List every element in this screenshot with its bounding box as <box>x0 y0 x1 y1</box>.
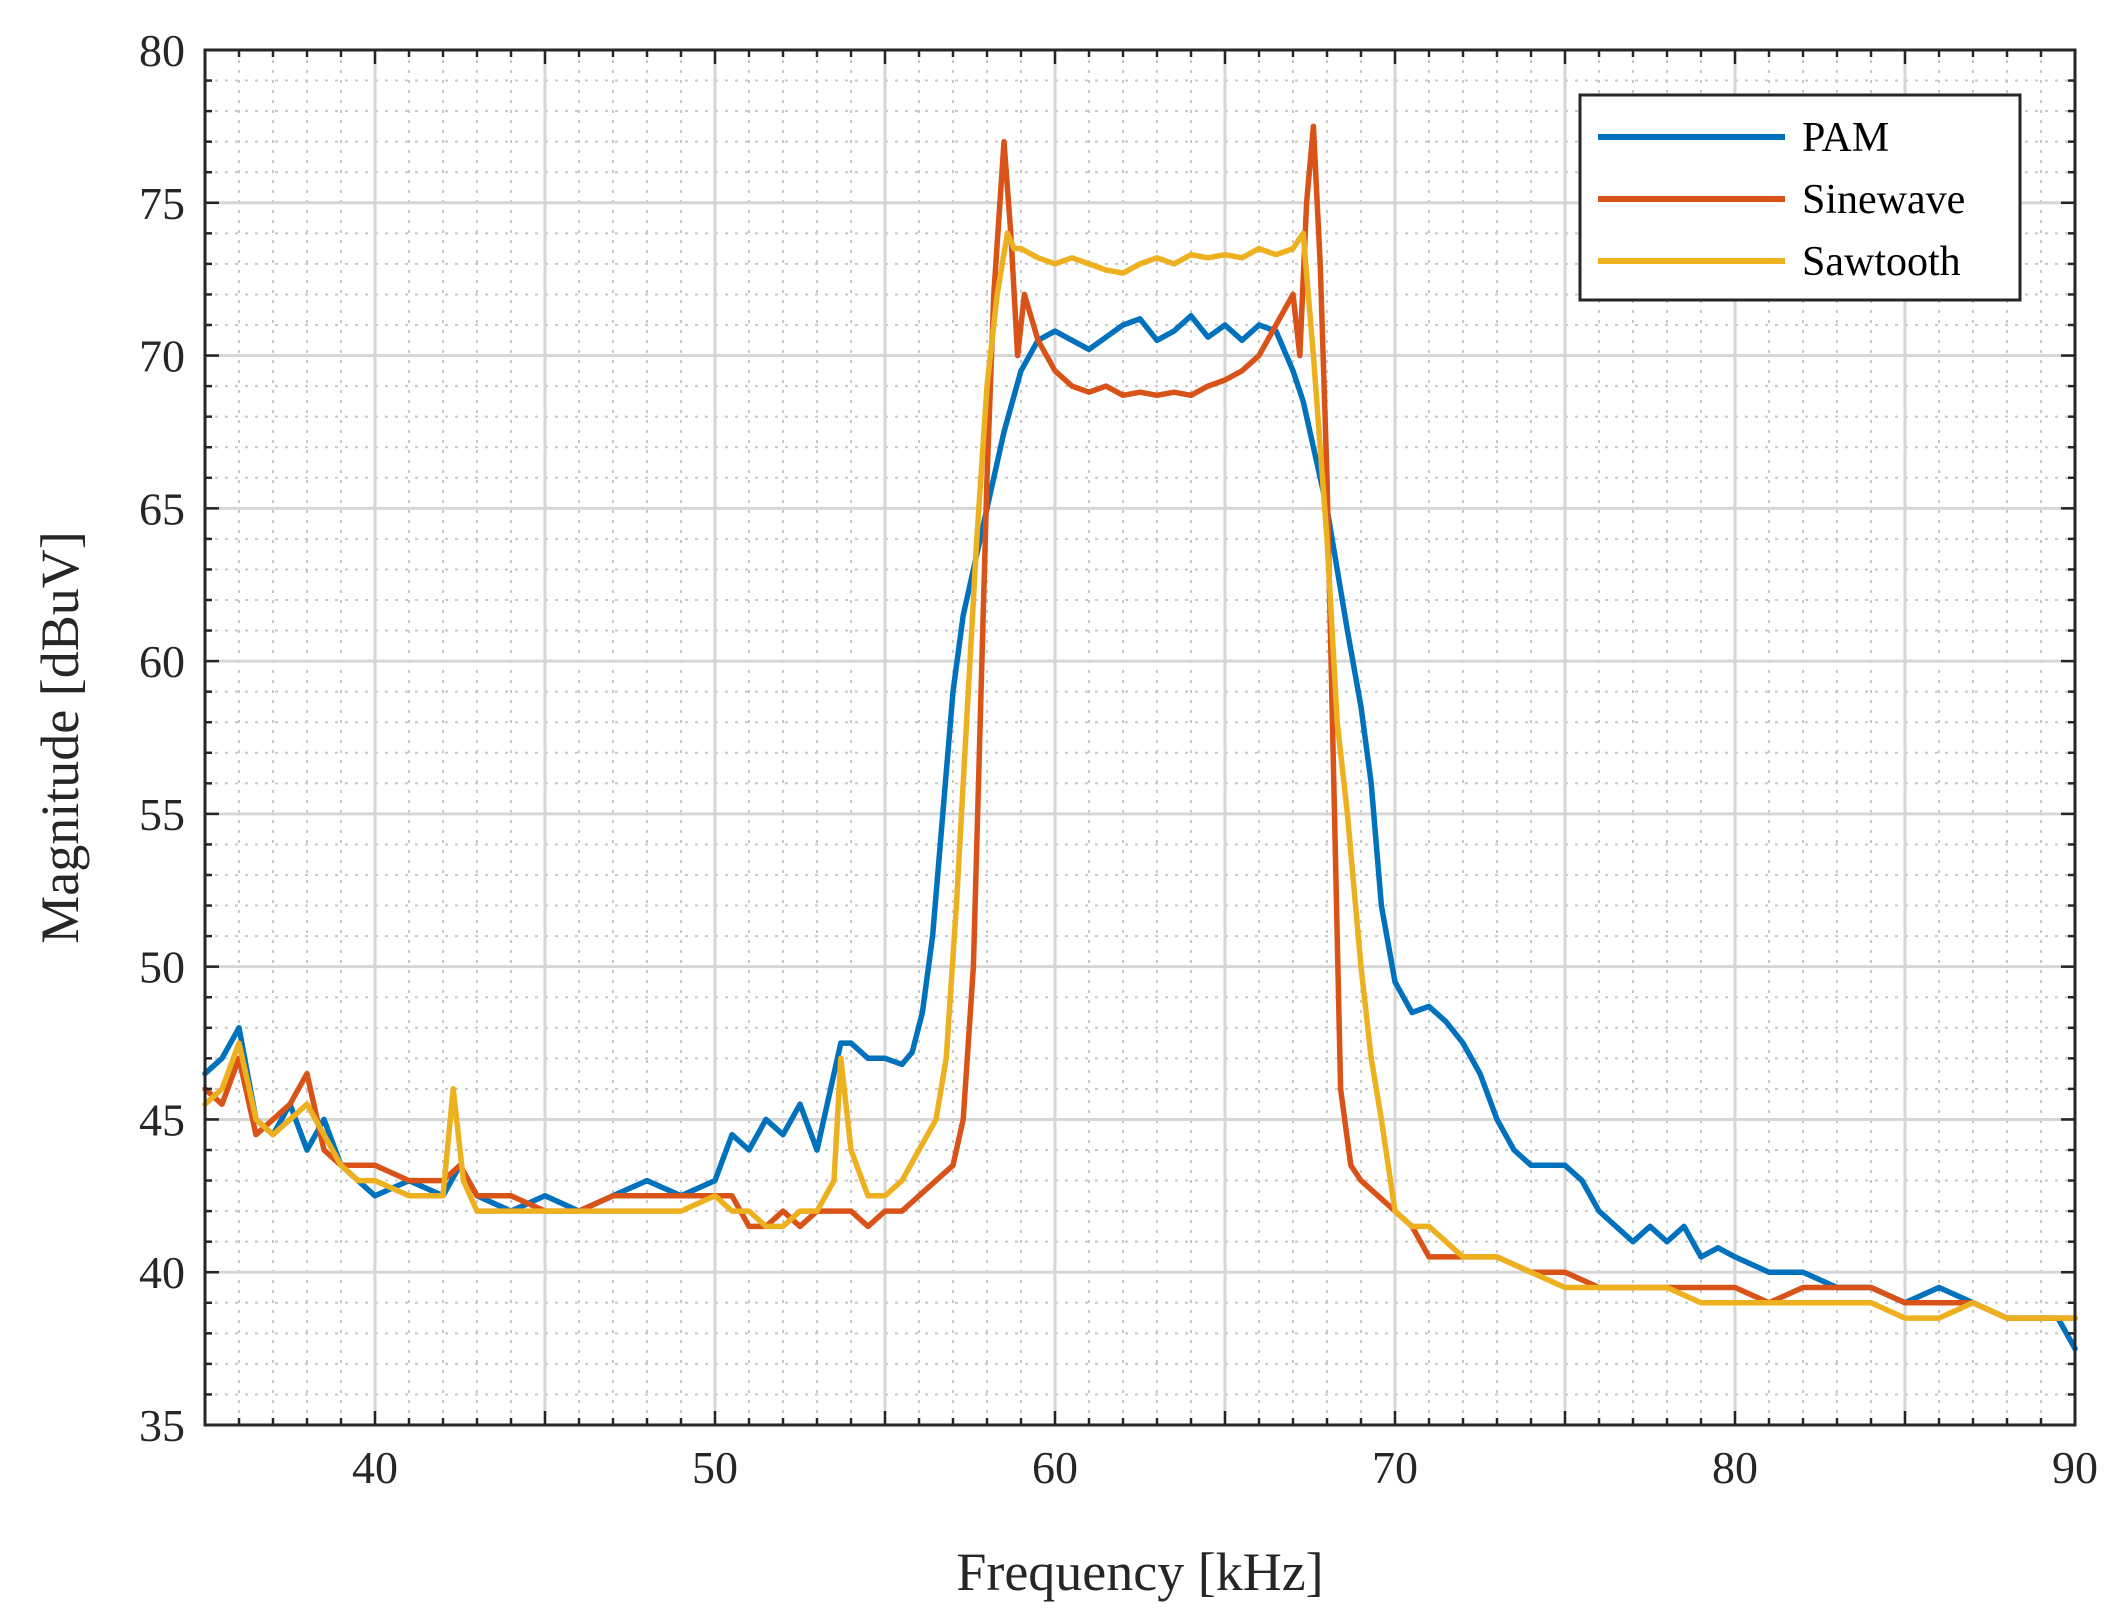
y-tick-label: 45 <box>139 1094 185 1145</box>
x-tick-label: 50 <box>692 1442 738 1493</box>
legend: PAM Sinewave Sawtooth <box>1578 93 2022 302</box>
y-tick-label: 65 <box>139 483 185 534</box>
y-tick-label: 75 <box>139 178 185 229</box>
y-tick-label: 80 <box>139 25 185 76</box>
plot-frame <box>203 48 2077 1427</box>
legend-label-sawtooth: Sawtooth <box>1802 239 1961 285</box>
y-tick-label: 50 <box>139 942 185 993</box>
legend-label-sinewave: Sinewave <box>1802 177 1965 223</box>
x-tick-label: 80 <box>1712 1442 1758 1493</box>
tick-labels: 40 50 60 70 80 90 35 40 45 50 55 60 65 70 75 80 <box>139 25 2098 1493</box>
series-line-sinewave <box>202 123 2078 1321</box>
series-line-sawtooth <box>202 230 2078 1321</box>
legend-label-pam: PAM <box>1802 115 1889 161</box>
y-tick-label: 40 <box>139 1247 185 1298</box>
y-tick-label: 55 <box>139 789 185 840</box>
x-tick-label: 90 <box>2052 1442 2098 1493</box>
x-tick-label: 60 <box>1032 1442 1078 1493</box>
y-tick-label: 35 <box>139 1400 185 1451</box>
axis-ticks <box>203 48 2077 1427</box>
y-tick-label: 70 <box>139 331 185 382</box>
y-tick-label: 60 <box>139 636 185 687</box>
x-tick-label: 40 <box>352 1442 398 1493</box>
y-axis-title: Magnitude [dBuV] <box>30 531 90 943</box>
series-line-pam <box>202 313 2078 1352</box>
x-tick-label: 70 <box>1372 1442 1418 1493</box>
minor-grid <box>205 50 2075 1425</box>
series-group <box>202 123 2078 1352</box>
x-axis-title: Frequency [kHz] <box>956 1542 1323 1602</box>
